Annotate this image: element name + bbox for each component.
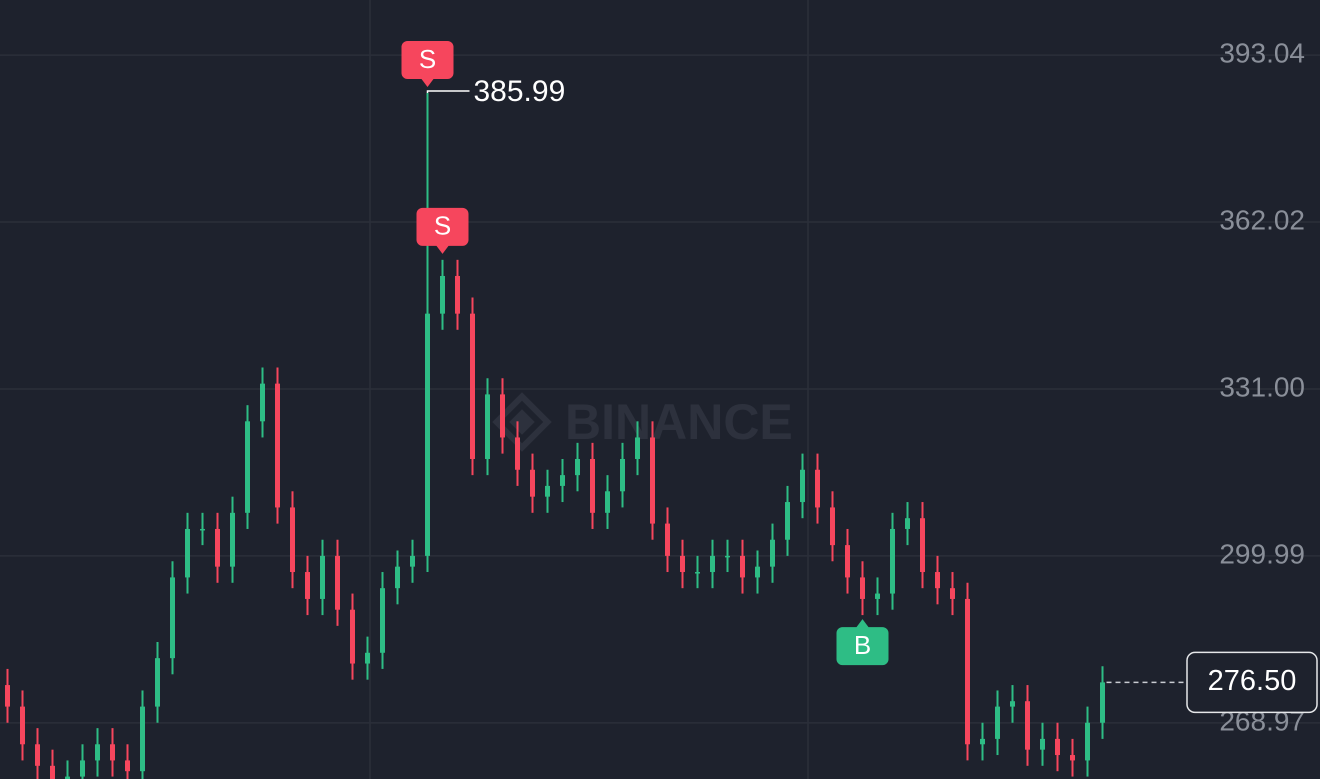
marker-badge [836, 619, 889, 666]
last-price-box [1186, 651, 1318, 714]
candle-body [290, 507, 295, 573]
watermark: BINANCE [492, 392, 793, 452]
candle-body [1055, 738, 1060, 756]
candle-body [320, 555, 325, 599]
candle-body [680, 555, 685, 573]
trade-marker: S [401, 41, 454, 88]
candle-body [95, 744, 100, 761]
high-label: 385.99 [474, 75, 566, 108]
candle-body [575, 458, 580, 476]
candle-body [800, 469, 805, 503]
candle-body [230, 512, 235, 567]
candle-body [80, 760, 85, 777]
y-tick-label: 331.00 [1219, 371, 1305, 402]
candle-body [425, 313, 430, 556]
candle-body [365, 652, 370, 664]
candle-body [1085, 722, 1090, 761]
candle-body [410, 555, 415, 567]
candle-body [395, 566, 400, 589]
candle-body [1100, 682, 1105, 723]
y-tick-label: 393.04 [1219, 37, 1305, 68]
candle-body [1025, 701, 1030, 750]
candle-body [20, 706, 25, 745]
candle-body [260, 383, 265, 422]
candle-body [500, 394, 505, 438]
candle-body [785, 502, 790, 540]
watermark-text: BINANCE [565, 394, 793, 450]
candle-body [350, 609, 355, 664]
high-label-line [426, 90, 470, 94]
candle-body [815, 469, 820, 508]
candle-body [50, 765, 55, 779]
candle-body [245, 421, 250, 513]
candle-body [740, 555, 745, 578]
y-tick-label: 362.02 [1219, 204, 1305, 235]
candle-body [935, 572, 940, 589]
candle-body [875, 593, 880, 599]
candle-body [470, 313, 475, 459]
last-price-label: 276.50 [1208, 665, 1297, 697]
candle-body [110, 744, 115, 761]
candle-body [440, 275, 445, 314]
candle-body [560, 475, 565, 486]
candle-body [920, 518, 925, 573]
marker-text: B [854, 630, 871, 660]
candle-body [1070, 755, 1075, 761]
marker-badge [401, 41, 454, 88]
trade-marker: B [836, 619, 889, 666]
candle-body [545, 485, 550, 497]
candle-body [170, 577, 175, 659]
candle-body [995, 706, 1000, 739]
candle-body [305, 572, 310, 599]
candle-body [635, 437, 640, 459]
candle-body [275, 383, 280, 508]
candle-body [770, 539, 775, 567]
marker-text: S [419, 44, 436, 74]
candle-body [755, 566, 760, 578]
candle-body [845, 545, 850, 578]
candle-body [200, 528, 205, 531]
candle-body [965, 598, 970, 745]
candle-body [1040, 738, 1045, 750]
candle-body [650, 437, 655, 524]
candle-body [65, 776, 70, 779]
candle-body [185, 528, 190, 578]
y-tick-label: 299.99 [1219, 538, 1305, 569]
trade-marker: S [416, 207, 469, 254]
candle-body [890, 528, 895, 594]
candle-body [860, 577, 865, 599]
candle-body [830, 507, 835, 546]
candle-body [35, 744, 40, 766]
candle-body [380, 588, 385, 653]
candle-body [515, 437, 520, 470]
candle-body [215, 528, 220, 567]
candle-body [605, 491, 610, 513]
candle-body [455, 275, 460, 314]
candle-body [980, 738, 985, 745]
marker-badge [416, 207, 469, 254]
candle-body [725, 555, 730, 558]
candle-body [1010, 701, 1015, 707]
candle-body [530, 469, 535, 497]
candle-body [590, 458, 595, 513]
candle-body [905, 518, 910, 529]
candle-body [5, 685, 10, 707]
candle-body [335, 555, 340, 610]
candle-body [620, 458, 625, 492]
candle-body [140, 706, 145, 772]
marker-text: S [434, 211, 451, 241]
candle-body [710, 555, 715, 573]
candle-body [950, 588, 955, 599]
candle-body [485, 394, 490, 459]
candle-body [695, 572, 700, 574]
candle-body [665, 523, 670, 556]
candle-body [155, 658, 160, 707]
candle-body [125, 760, 130, 772]
